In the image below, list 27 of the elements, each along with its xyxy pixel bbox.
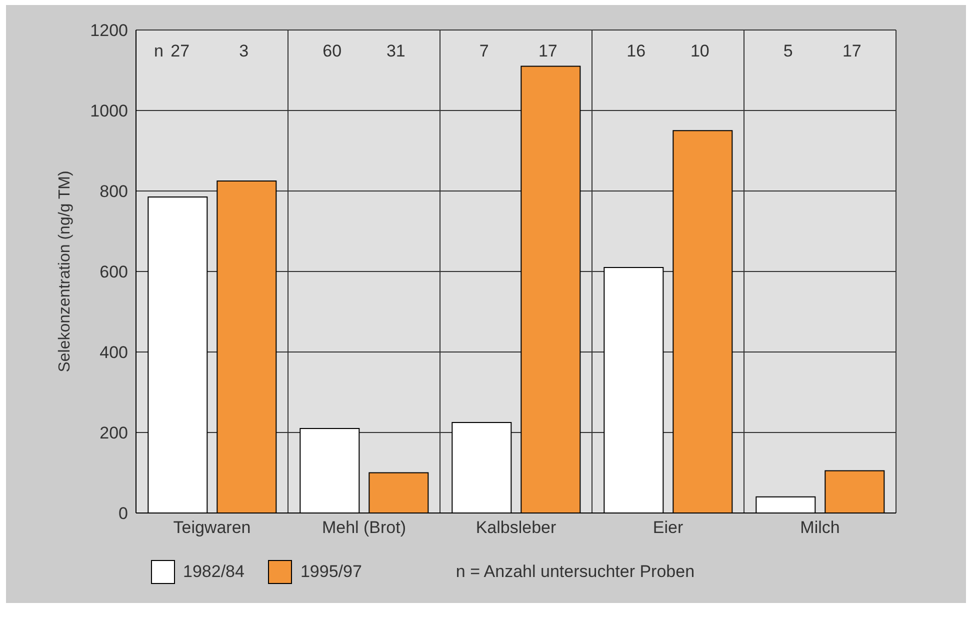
y-axis-title: Selekonzentration (ng/g TM) — [56, 170, 74, 372]
annotation: 60 — [322, 41, 342, 60]
annotation: 31 — [386, 41, 406, 60]
y-tick-label: 400 — [100, 343, 128, 362]
annotation: 17 — [842, 41, 862, 60]
annotation: 5 — [783, 41, 793, 60]
y-tick-label: 200 — [100, 424, 128, 443]
x-tick-label: Eier — [652, 518, 684, 538]
legend-label: 1995/97 — [300, 562, 362, 582]
text: n = Anzahl untersuchter Proben — [456, 562, 695, 582]
annotation: 27 — [170, 41, 190, 60]
y-tick-label: 1200 — [90, 21, 128, 40]
y-tick-label: 0 — [118, 504, 128, 524]
y-tick-label: 600 — [100, 262, 128, 282]
annotation: n — [154, 41, 164, 60]
annotation: 16 — [626, 41, 646, 60]
annotation: 17 — [538, 41, 558, 60]
x-tick-label: Kalbsleber — [476, 518, 556, 538]
x-tick-label: Milch — [800, 518, 840, 538]
annotation: 7 — [479, 41, 489, 60]
x-tick-label: Teigwaren — [173, 518, 251, 538]
annotation: 3 — [239, 41, 249, 60]
legend-label: 1982/84 — [183, 562, 244, 582]
y-tick-label: 800 — [100, 182, 128, 202]
y-tick-label: 1000 — [90, 102, 128, 121]
annotation: 10 — [690, 41, 710, 60]
x-tick-label: Mehl (Brot) — [322, 518, 406, 538]
